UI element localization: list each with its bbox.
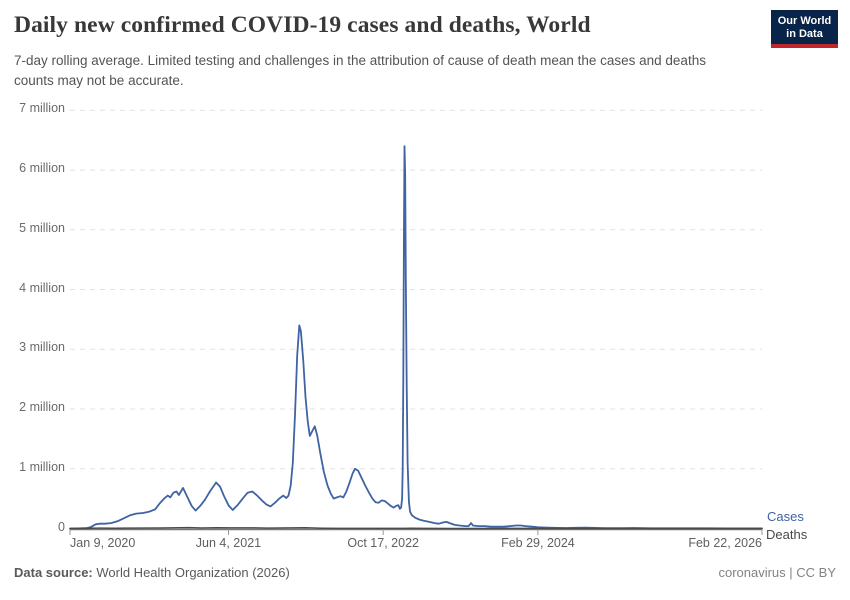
owid-logo: Our World in Data <box>771 10 838 48</box>
data-source-label: Data source: <box>14 565 93 580</box>
owid-logo-line1: Our World <box>777 15 832 27</box>
y-axis-label: 1 million <box>19 459 65 474</box>
y-axis-label: 5 million <box>19 220 65 235</box>
legend-deaths[interactable]: Deaths <box>766 527 808 542</box>
y-axis-labels: 0 1 million 2 million 3 million 4 million 5 m… <box>0 0 65 600</box>
x-axis-label: Feb 29, 2024 <box>501 536 575 550</box>
x-axis-labels: Jan 9, 2020 Jun 4, 2021 Oct 17, 2022 Feb 29… <box>0 536 850 554</box>
x-axis-label: Jun 4, 2021 <box>195 536 262 550</box>
x-axis-label: Jan 9, 2020 <box>70 536 136 550</box>
data-source: Data source: World Health Organization (… <box>14 565 290 580</box>
y-axis-label: 2 million <box>19 400 65 415</box>
y-axis-label: 4 million <box>19 280 65 295</box>
data-source-value: World Health Organization (2026) <box>92 565 290 580</box>
x-axis-label: Oct 17, 2022 <box>347 536 419 550</box>
y-axis-label: 7 million <box>19 101 65 116</box>
cases-line[interactable] <box>69 145 763 530</box>
y-axis-label: 3 million <box>19 340 65 355</box>
y-axis-label: 0 <box>58 519 65 534</box>
page-title: Daily new confirmed COVID-19 cases and d… <box>14 12 591 38</box>
y-axis-label: 6 million <box>19 161 65 176</box>
legend-cases[interactable]: Cases <box>767 509 804 524</box>
x-axis-label: Feb 22, 2026 <box>688 536 762 550</box>
footer-links[interactable]: coronavirus | CC BY <box>718 565 836 580</box>
owid-logo-line2: in Data <box>786 27 823 40</box>
chart-subtitle: 7-day rolling average. Limited testing a… <box>14 53 706 88</box>
chart-footer: Data source: World Health Organization (… <box>14 565 836 580</box>
deaths-line[interactable] <box>69 526 763 530</box>
